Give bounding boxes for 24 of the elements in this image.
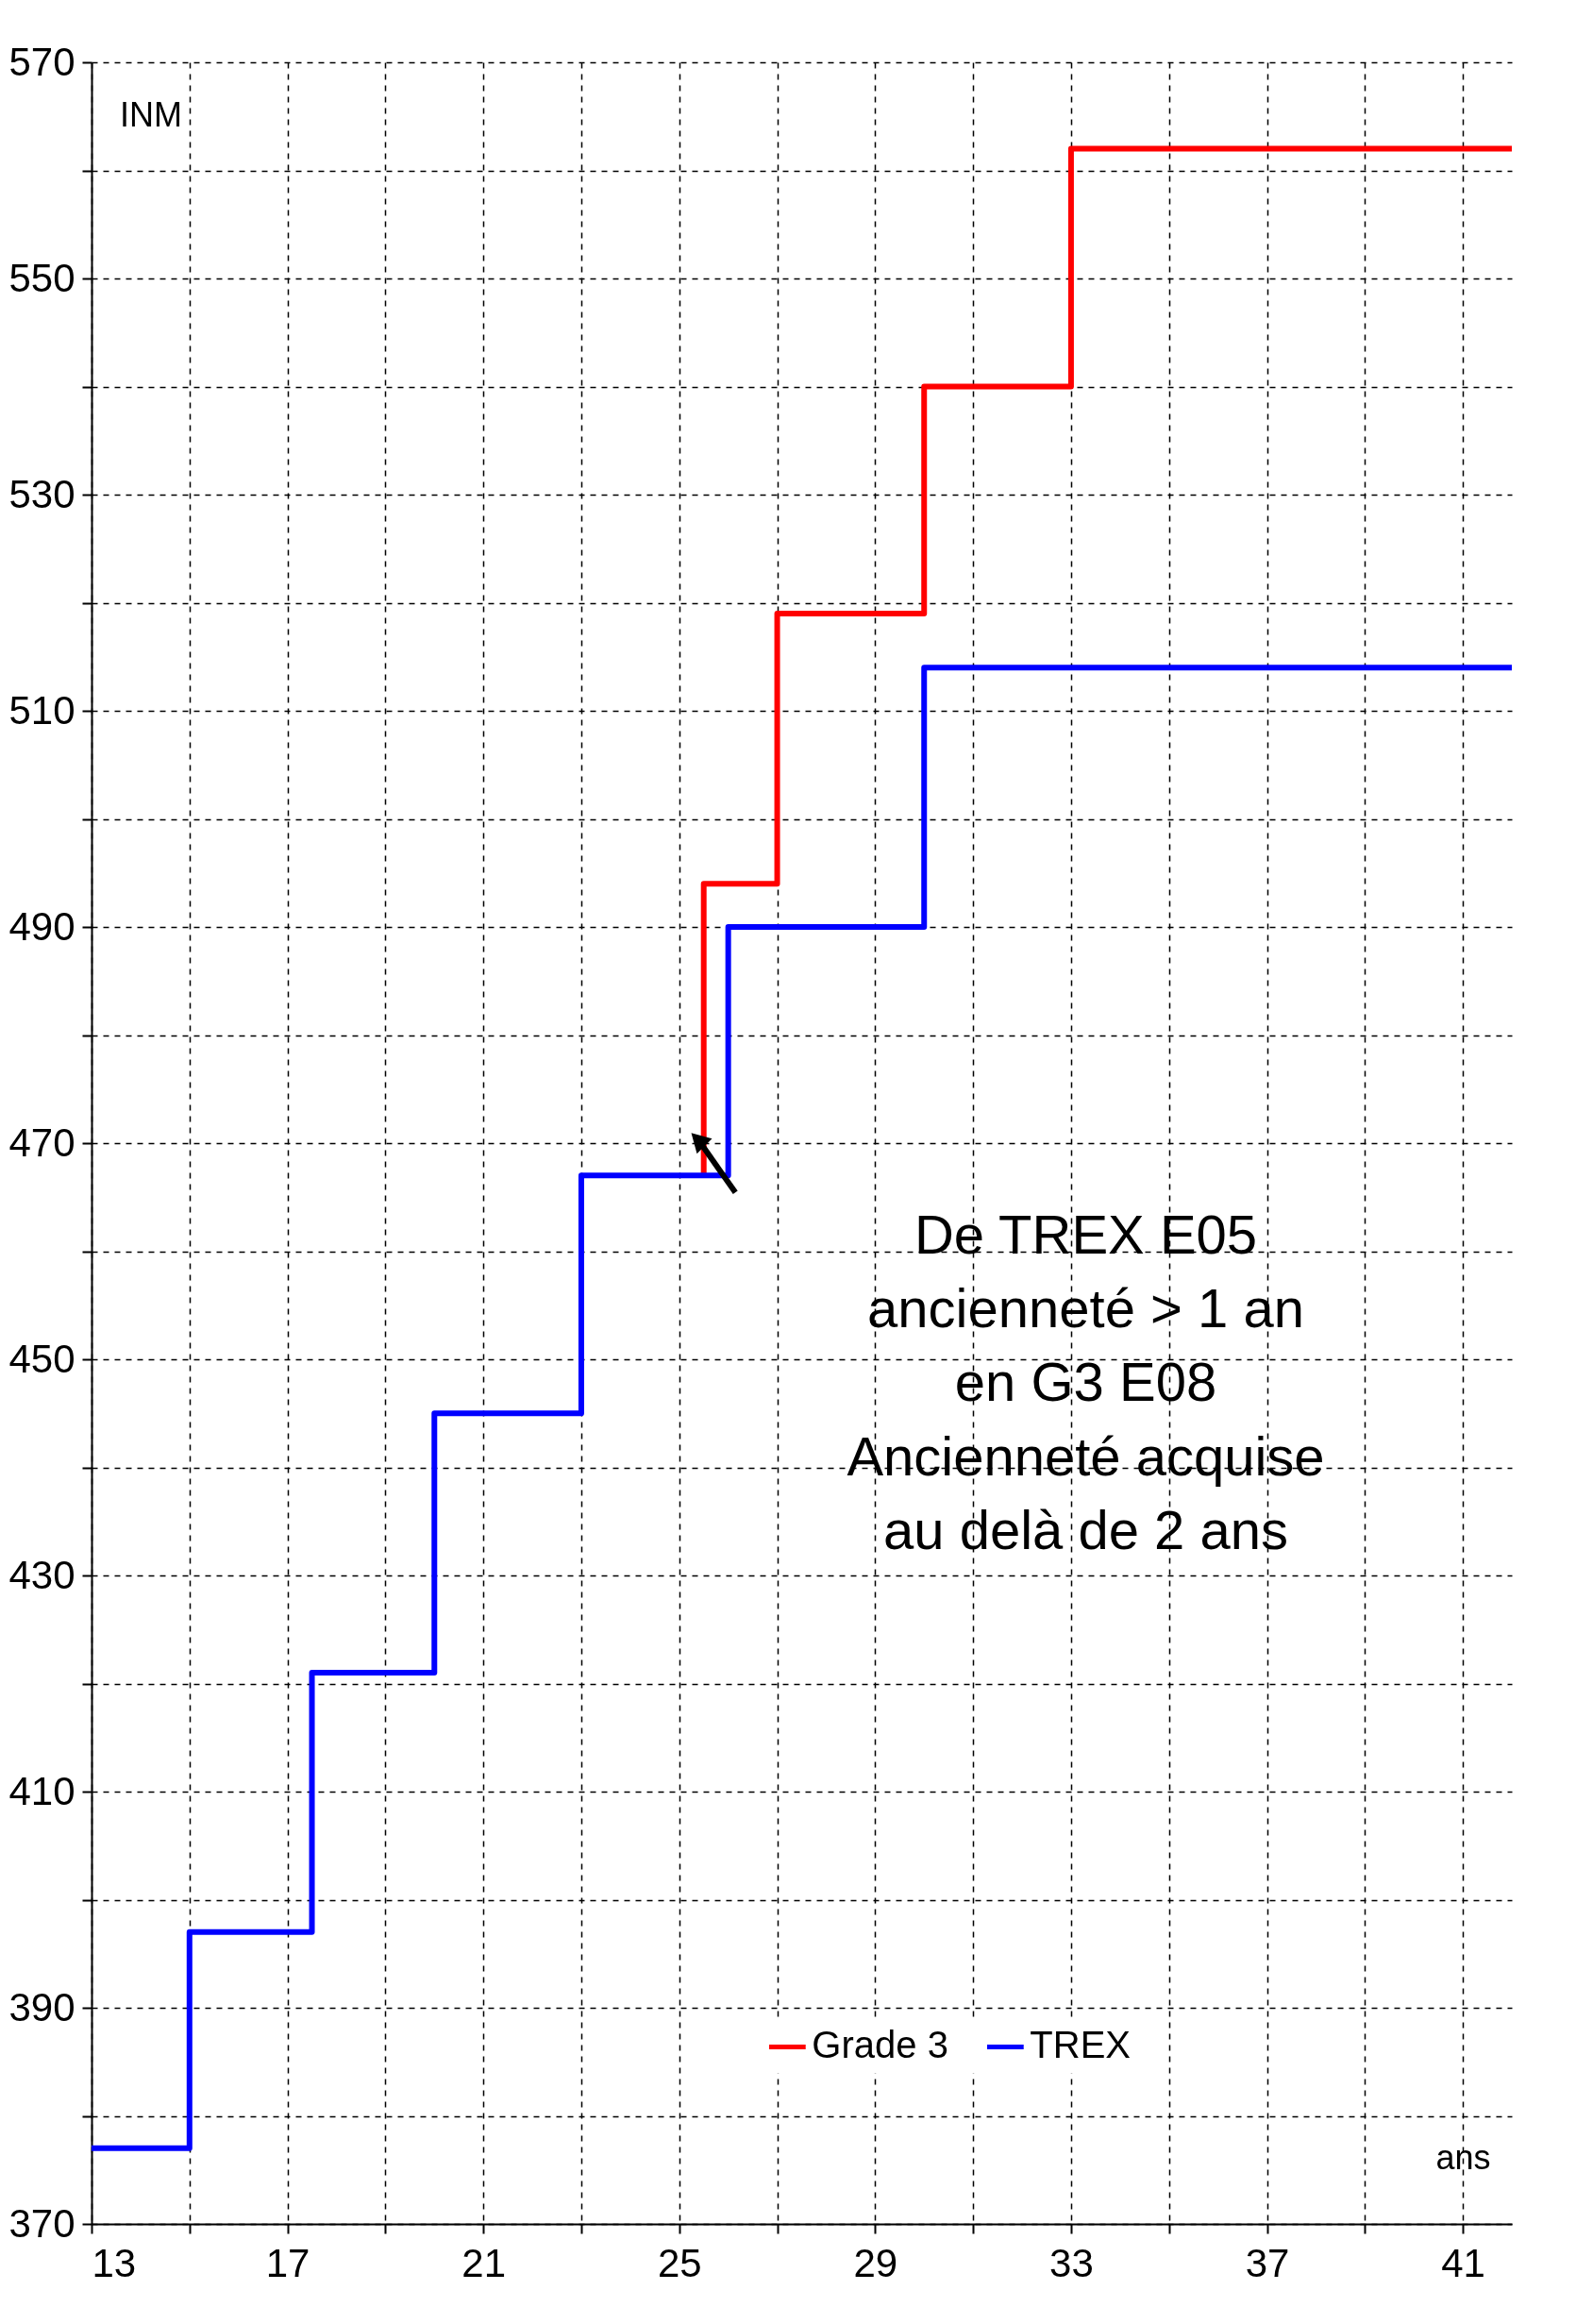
- annotation: De TREX E05 ancienneté > 1 an en G3 E08 Ancienneté acquise au delà de 2 ans: [847, 1203, 1325, 1560]
- y-axis-title: INM: [120, 95, 183, 135]
- x-tick-label: 37: [1245, 2240, 1290, 2285]
- legend-label: TREX: [1030, 2024, 1132, 2066]
- x-tick-label: 13: [92, 2240, 137, 2285]
- y-tick-label: 570: [8, 39, 75, 84]
- y-tick-label: 510: [8, 687, 75, 733]
- y-tick-label: 470: [8, 1120, 75, 1165]
- x-tick-label: 41: [1441, 2240, 1485, 2285]
- x-axis-title: ans: [1435, 2138, 1491, 2178]
- y-tick-label: 430: [8, 1552, 75, 1597]
- x-tick-label: 17: [265, 2240, 310, 2285]
- legend-label: Grade 3: [812, 2024, 948, 2066]
- y-tick-label: 490: [8, 903, 75, 949]
- x-tick-label: 25: [657, 2240, 702, 2285]
- y-tick-label: 370: [8, 2200, 75, 2246]
- y-tick-label: 450: [8, 1336, 75, 1381]
- y-tick-label: 390: [8, 1984, 75, 2029]
- x-tick-label: 33: [1049, 2240, 1094, 2285]
- y-tick-label: 530: [8, 471, 75, 516]
- y-tick-label: 550: [8, 255, 75, 300]
- y-tick-label: 410: [8, 1768, 75, 1813]
- x-tick-label: 21: [461, 2240, 507, 2285]
- x-tick-label: 29: [853, 2240, 898, 2285]
